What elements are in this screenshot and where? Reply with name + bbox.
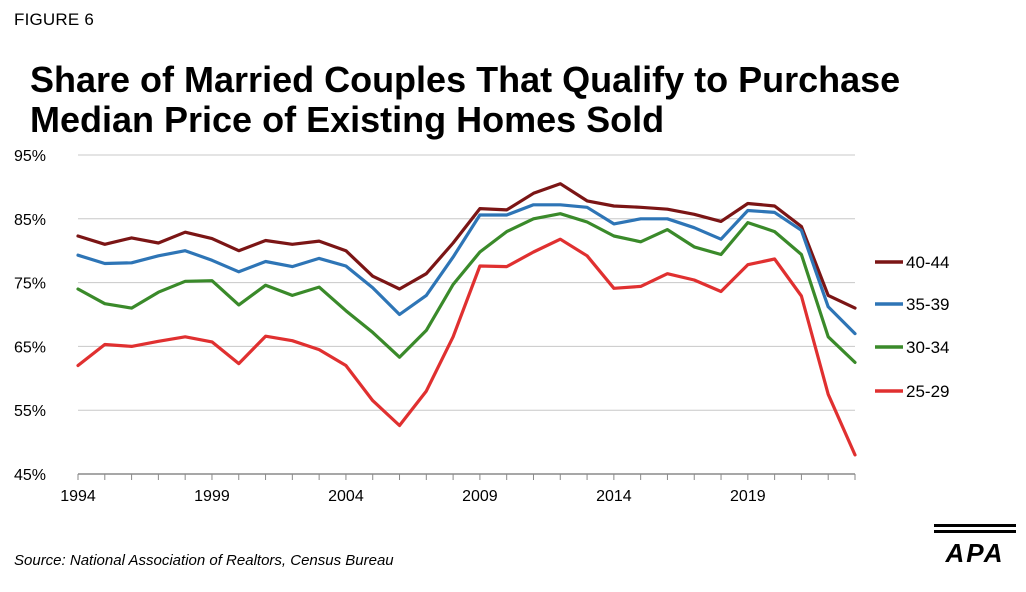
chart-title: Share of Married Couples That Qualify to… (30, 60, 1010, 140)
y-tick-label: 85% (14, 212, 46, 229)
legend-label: 40-44 (906, 253, 949, 272)
series-line-40-44 (76, 182, 857, 310)
y-tick-label: 75% (14, 276, 46, 293)
x-tick-label: 1994 (60, 488, 96, 505)
x-tick-label: 2019 (730, 488, 766, 505)
series-line-30-34 (76, 212, 857, 364)
y-tick-label: 45% (14, 467, 46, 484)
legend-label: 25-29 (906, 382, 949, 401)
x-tick-label: 2009 (462, 488, 498, 505)
series-line-35-39 (76, 203, 857, 336)
legend-label: 30-34 (906, 338, 949, 357)
chart-title-line-2: Median Price of Existing Homes Sold (30, 99, 665, 140)
x-tick-label: 2004 (328, 488, 364, 505)
legend-label: 35-39 (906, 295, 949, 314)
x-tick-label: 1999 (194, 488, 230, 505)
apa-logo-text: APA (945, 538, 1005, 568)
chart-title-line-1: Share of Married Couples That Qualify to… (30, 59, 901, 100)
y-tick-label: 95% (14, 148, 46, 165)
source-note: Source: National Association of Realtors… (14, 552, 394, 569)
y-tick-label: 65% (14, 339, 46, 356)
apa-logo: APA (934, 524, 1016, 568)
figure-label: FIGURE 6 (14, 10, 95, 29)
x-tick-label: 2014 (596, 488, 632, 505)
y-tick-label: 55% (14, 403, 46, 420)
series-line-25-29 (76, 237, 857, 457)
